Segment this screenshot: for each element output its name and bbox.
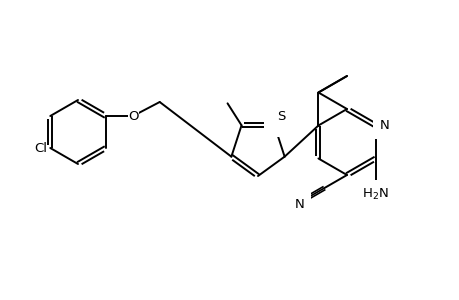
Text: N: N	[294, 198, 303, 211]
Text: S: S	[277, 110, 285, 123]
Text: O: O	[128, 110, 139, 122]
Text: Cl: Cl	[34, 142, 47, 154]
Text: H$_2$N: H$_2$N	[361, 187, 388, 202]
Text: N: N	[379, 119, 388, 132]
